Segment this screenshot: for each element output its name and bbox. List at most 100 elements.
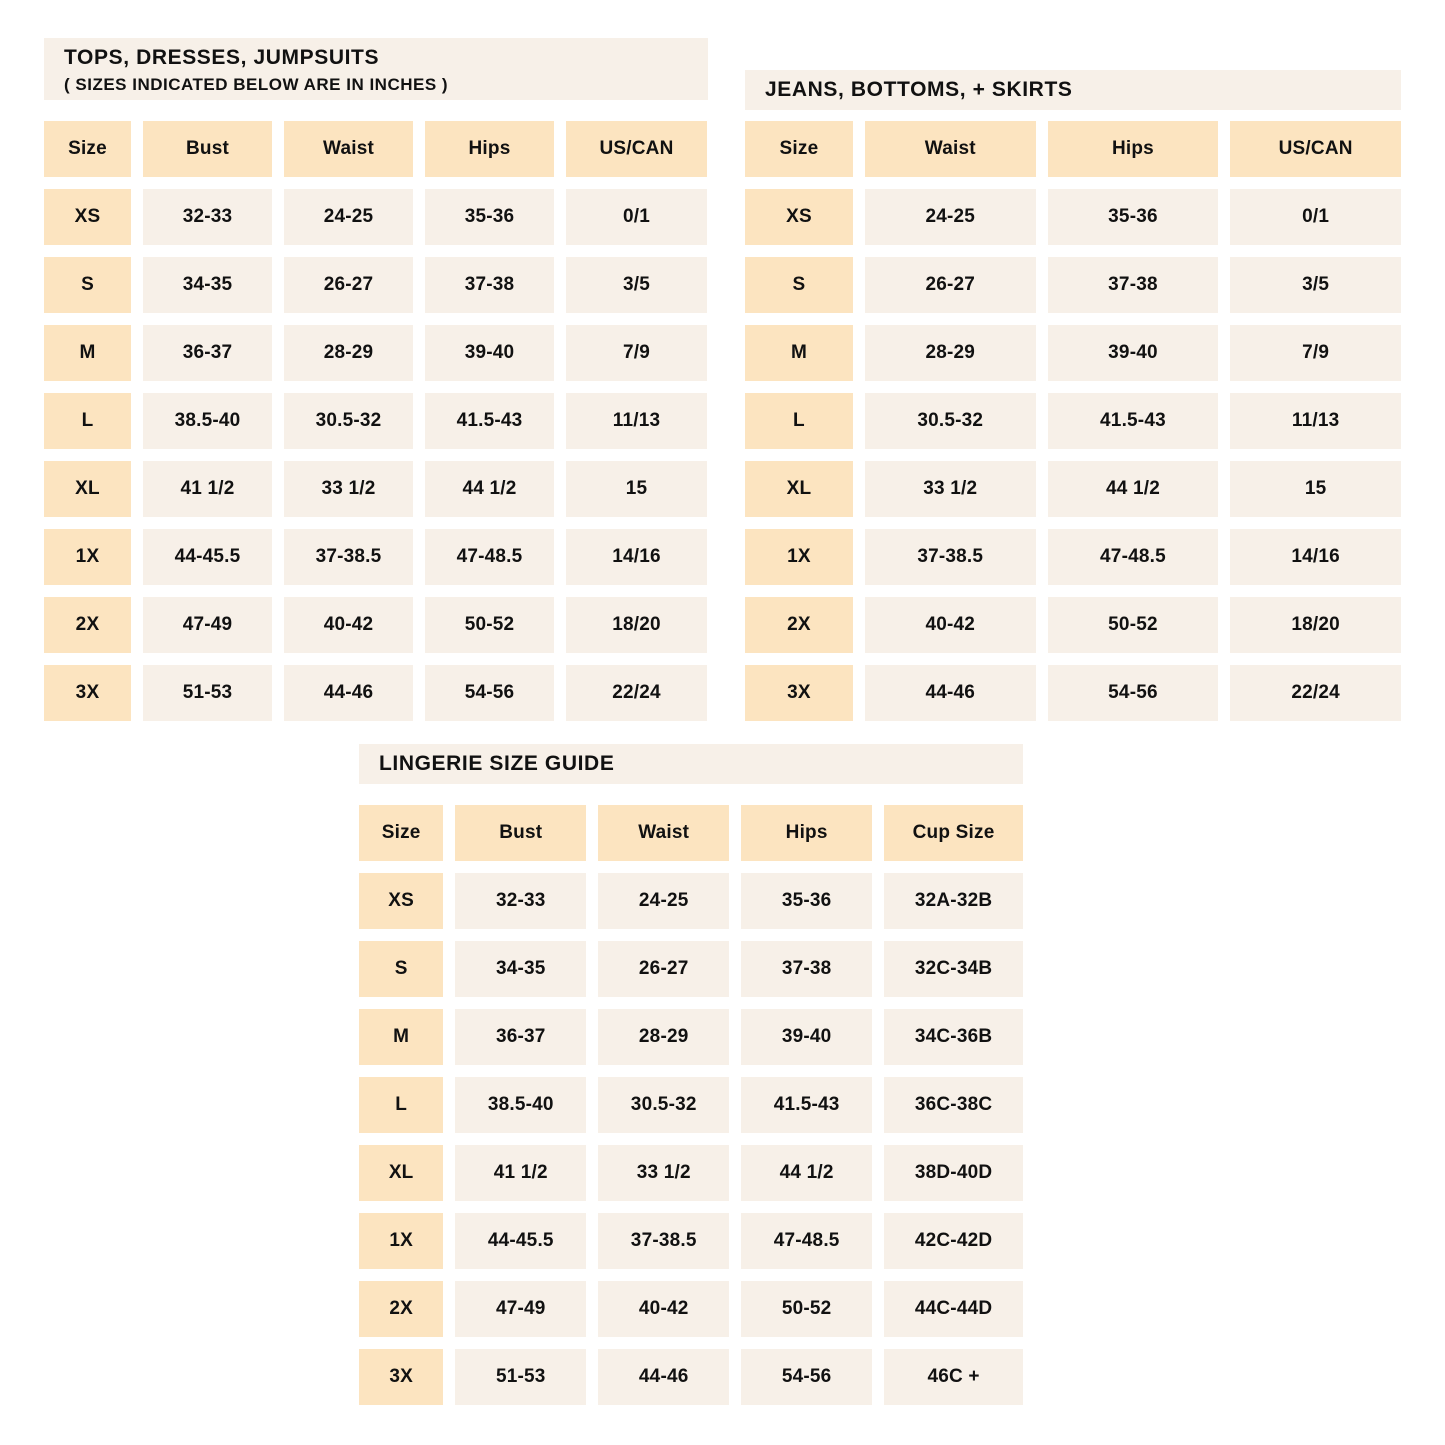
cell-uscan: 22/24 — [566, 665, 707, 721]
cell-bust: 38.5-40 — [143, 393, 272, 449]
cell-uscan: 7/9 — [1230, 325, 1402, 381]
cell-waist: 26-27 — [598, 941, 730, 997]
column-header-bust: Bust — [143, 121, 272, 177]
column-header-uscan: US/CAN — [566, 121, 707, 177]
table-grid-jeans: Size Waist Hips US/CAN XS 24-25 35-36 0/… — [745, 121, 1402, 733]
table-title-bar-lingerie: LINGERIE SIZE GUIDE — [359, 744, 1023, 784]
cell-uscan: 3/5 — [1230, 257, 1402, 313]
section-title-lingerie: LINGERIE SIZE GUIDE — [379, 751, 615, 775]
cell-cup-size: 34C-36B — [884, 1009, 1023, 1065]
table-row: L 38.5-40 30.5-32 41.5-43 36C-38C — [359, 1077, 1023, 1133]
cell-size: M — [359, 1009, 444, 1065]
cell-cup-size: 36C-38C — [884, 1077, 1023, 1133]
table-row: L 30.5-32 41.5-43 11/13 — [745, 393, 1402, 449]
cell-size: L — [745, 393, 853, 449]
column-header-size: Size — [359, 805, 444, 861]
cell-cup-size: 46C + — [884, 1349, 1023, 1405]
cell-hips: 41.5-43 — [741, 1077, 873, 1133]
cell-waist: 40-42 — [864, 597, 1036, 653]
cell-waist: 37-38.5 — [284, 529, 413, 585]
cell-waist: 26-27 — [284, 257, 413, 313]
cell-bust: 38.5-40 — [455, 1077, 587, 1133]
cell-size: XL — [44, 461, 131, 517]
table-row: XL 41 1/2 33 1/2 44 1/2 38D-40D — [359, 1145, 1023, 1201]
cell-uscan: 18/20 — [1230, 597, 1402, 653]
cell-hips: 41.5-43 — [425, 393, 554, 449]
cell-size: M — [44, 325, 131, 381]
cell-waist: 37-38.5 — [598, 1213, 730, 1269]
table-row: M 36-37 28-29 39-40 7/9 — [44, 325, 708, 381]
column-header-size: Size — [745, 121, 853, 177]
cell-hips: 35-36 — [1047, 189, 1219, 245]
cell-hips: 47-48.5 — [741, 1213, 873, 1269]
table-row: 2X 40-42 50-52 18/20 — [745, 597, 1402, 653]
cell-hips: 47-48.5 — [425, 529, 554, 585]
cell-size: 3X — [44, 665, 131, 721]
cell-uscan: 0/1 — [1230, 189, 1402, 245]
cell-hips: 37-38 — [425, 257, 554, 313]
cell-hips: 50-52 — [425, 597, 554, 653]
cell-hips: 39-40 — [425, 325, 554, 381]
cell-waist: 30.5-32 — [864, 393, 1036, 449]
table-row: 2X 47-49 40-42 50-52 44C-44D — [359, 1281, 1023, 1337]
cell-size: S — [359, 941, 444, 997]
table-title-bar-jeans: JEANS, BOTTOMS, + SKIRTS — [745, 70, 1401, 110]
cell-hips: 39-40 — [741, 1009, 873, 1065]
cell-bust: 34-35 — [143, 257, 272, 313]
cell-size: 2X — [359, 1281, 444, 1337]
cell-hips: 41.5-43 — [1047, 393, 1219, 449]
column-header-hips: Hips — [1047, 121, 1219, 177]
table-row: 3X 51-53 44-46 54-56 46C + — [359, 1349, 1023, 1405]
table-title-bar-tops: TOPS, DRESSES, JUMPSUITS ( SIZES INDICAT… — [44, 38, 708, 100]
column-header-bust: Bust — [455, 805, 587, 861]
cell-hips: 44 1/2 — [425, 461, 554, 517]
cell-waist: 44-46 — [598, 1349, 730, 1405]
table-row: 3X 51-53 44-46 54-56 22/24 — [44, 665, 708, 721]
table-subtitle-tops: ( SIZES INDICATED BELOW ARE IN INCHES ) — [64, 74, 449, 94]
cell-cup-size: 32C-34B — [884, 941, 1023, 997]
table-row: XS 32-33 24-25 35-36 0/1 — [44, 189, 708, 245]
table-row: XL 41 1/2 33 1/2 44 1/2 15 — [44, 461, 708, 517]
table-header-row: Size Bust Waist Hips US/CAN — [44, 121, 708, 177]
size-table-tops: TOPS, DRESSES, JUMPSUITS ( SIZES INDICAT… — [44, 38, 708, 733]
column-header-size: Size — [44, 121, 131, 177]
table-row: 3X 44-46 54-56 22/24 — [745, 665, 1402, 721]
cell-waist: 44-46 — [864, 665, 1036, 721]
cell-hips: 44 1/2 — [1047, 461, 1219, 517]
column-header-uscan: US/CAN — [1230, 121, 1402, 177]
table-row: L 38.5-40 30.5-32 41.5-43 11/13 — [44, 393, 708, 449]
table-grid-tops: Size Bust Waist Hips US/CAN XS 32-33 24-… — [44, 121, 708, 733]
cell-uscan: 11/13 — [566, 393, 707, 449]
table-row: 1X 44-45.5 37-38.5 47-48.5 42C-42D — [359, 1213, 1023, 1269]
cell-size: 1X — [359, 1213, 444, 1269]
cell-waist: 40-42 — [598, 1281, 730, 1337]
cell-waist: 44-46 — [284, 665, 413, 721]
size-table-jeans: JEANS, BOTTOMS, + SKIRTS Size Waist Hips… — [745, 70, 1402, 733]
table-row: S 34-35 26-27 37-38 32C-34B — [359, 941, 1023, 997]
cell-size: 2X — [745, 597, 853, 653]
column-header-waist: Waist — [598, 805, 730, 861]
table-row: XL 33 1/2 44 1/2 15 — [745, 461, 1402, 517]
cell-waist: 24-25 — [598, 873, 730, 929]
cell-bust: 36-37 — [143, 325, 272, 381]
cell-uscan: 15 — [566, 461, 707, 517]
cell-hips: 37-38 — [741, 941, 873, 997]
cell-size: S — [44, 257, 131, 313]
table-header-row: Size Waist Hips US/CAN — [745, 121, 1402, 177]
cell-size: XS — [44, 189, 131, 245]
table-row: S 26-27 37-38 3/5 — [745, 257, 1402, 313]
column-header-hips: Hips — [425, 121, 554, 177]
cell-size: 3X — [359, 1349, 444, 1405]
cell-size: L — [44, 393, 131, 449]
cell-hips: 54-56 — [425, 665, 554, 721]
cell-waist: 30.5-32 — [284, 393, 413, 449]
cell-bust: 47-49 — [143, 597, 272, 653]
column-header-waist: Waist — [864, 121, 1036, 177]
cell-uscan: 22/24 — [1230, 665, 1402, 721]
page-title: TOPS, DRESSES, JUMPSUITS — [64, 46, 380, 70]
cell-waist: 24-25 — [864, 189, 1036, 245]
cell-bust: 36-37 — [455, 1009, 587, 1065]
cell-bust: 47-49 — [455, 1281, 587, 1337]
table-row: M 28-29 39-40 7/9 — [745, 325, 1402, 381]
